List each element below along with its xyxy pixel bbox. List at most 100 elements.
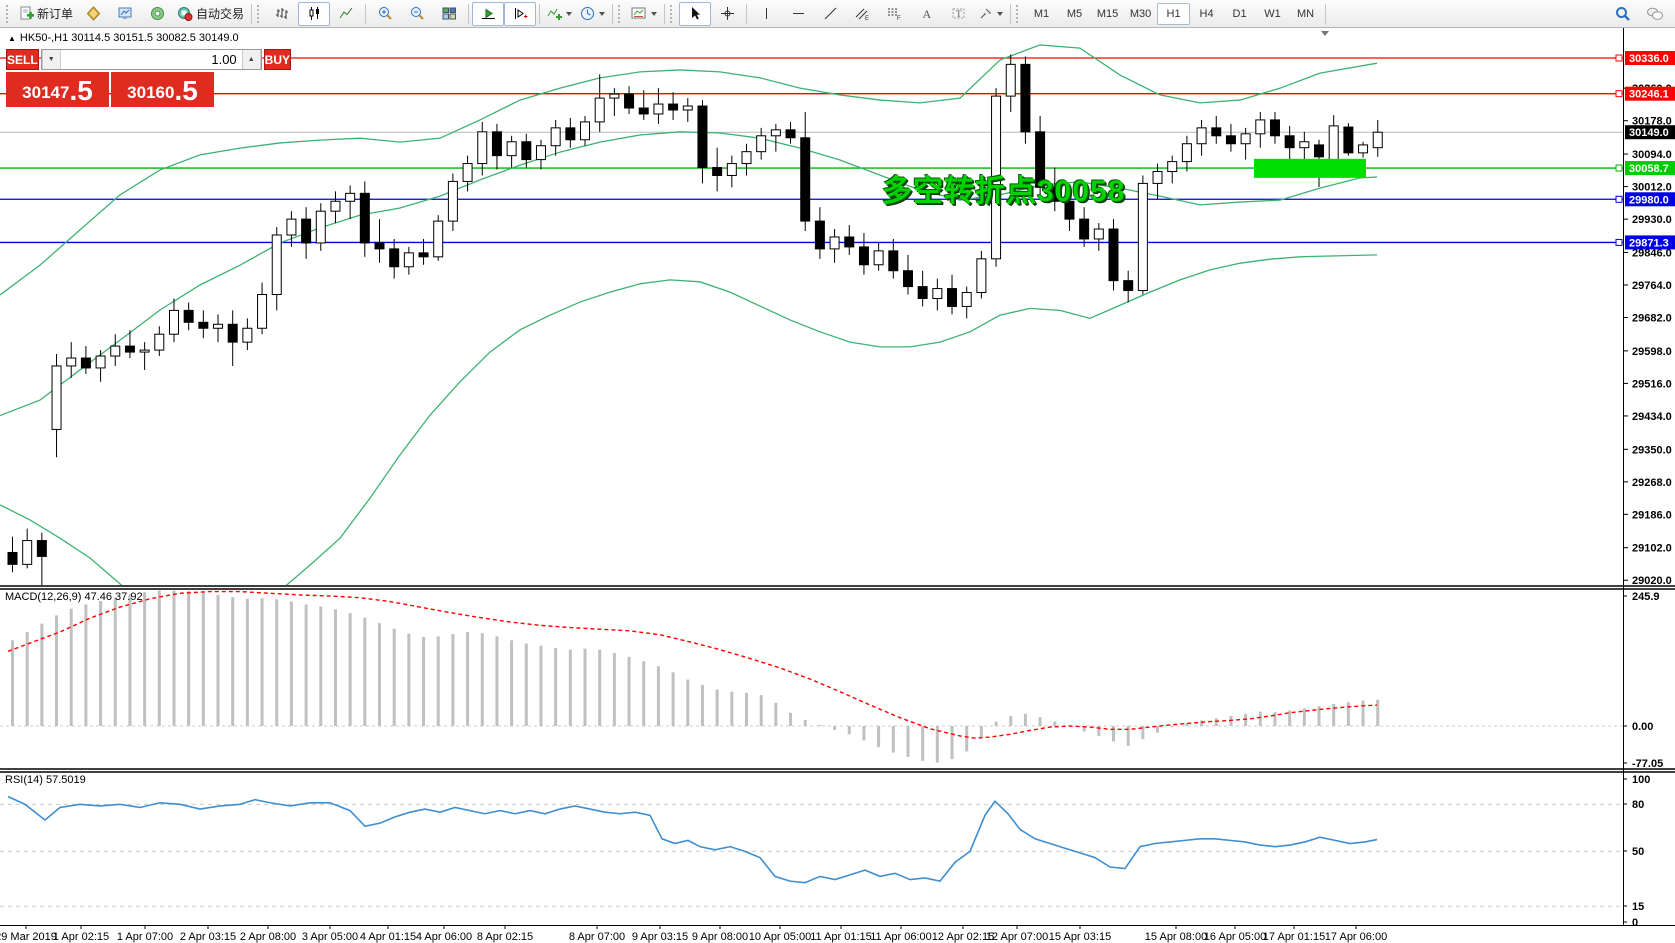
toolbar-separator	[664, 3, 666, 24]
candle-body	[95, 355, 106, 369]
price-tick-label: 29764.0	[1632, 280, 1672, 292]
market-watch-button[interactable]	[109, 2, 141, 26]
candle-body	[785, 129, 796, 139]
toolbar-grip[interactable]	[257, 4, 262, 23]
candle-body	[624, 93, 635, 109]
toolbar-grip[interactable]	[670, 4, 675, 23]
sell-button[interactable]: SELL	[6, 49, 39, 70]
auto-scroll-button[interactable]	[472, 1, 505, 26]
candle-body	[741, 151, 752, 165]
timeframe-m30-button[interactable]: M30	[1129, 7, 1152, 20]
volume-increase-button[interactable]: ▲	[241, 50, 261, 69]
chevron-down-icon	[566, 11, 573, 16]
candle-body	[1137, 182, 1148, 292]
fibonacci-tool-button[interactable]: F	[878, 2, 910, 26]
buy-price[interactable]: 30160.5	[111, 72, 214, 107]
symbol-title: HK50-,H1 30114.5 30151.5 30082.5 30149.0	[19, 32, 239, 44]
timeframe-m5-button[interactable]: M5	[1066, 7, 1083, 20]
price-label-box	[1625, 235, 1675, 250]
sell-price[interactable]: 30147.5	[6, 72, 109, 107]
price-label-text: 29871.3	[1629, 237, 1669, 249]
candles-series	[7, 54, 1383, 585]
candle-body	[565, 127, 576, 141]
candle-body	[976, 258, 987, 294]
equidistant-channel-tool-button[interactable]: E	[846, 2, 878, 26]
volume-decrease-button[interactable]: ▼	[41, 50, 61, 69]
tile-windows-button[interactable]	[433, 2, 465, 26]
timeframe-w1-button[interactable]: W1	[1264, 7, 1281, 20]
candlestick-chart-button[interactable]	[298, 1, 331, 26]
cursor-tool-button[interactable]	[679, 1, 712, 26]
candle-body	[726, 163, 737, 176]
sound-alert-button[interactable]	[141, 2, 173, 26]
metaeditor-button[interactable]	[77, 2, 109, 26]
candle-body	[1020, 63, 1031, 133]
chat-icon	[1646, 6, 1664, 22]
price-tick-label: 29350.0	[1632, 444, 1672, 456]
time-tick-label: 2 Apr 03:15	[180, 931, 236, 943]
crosshair-tool-button[interactable]	[711, 2, 743, 26]
add-indicator-button[interactable]	[543, 2, 576, 26]
crosshair-icon	[720, 6, 735, 21]
new-order-icon	[19, 6, 34, 21]
toolbar-separator	[468, 3, 470, 24]
timeframe-mn-button[interactable]: MN	[1296, 7, 1315, 20]
horizontal-line-tool-button[interactable]	[782, 2, 814, 26]
chart-shift-button[interactable]	[504, 1, 537, 26]
search-button[interactable]	[1607, 2, 1639, 26]
autotrading-button[interactable]: 自动交易	[173, 2, 248, 26]
timeframe-h4-button[interactable]: H4	[1199, 7, 1214, 20]
text-tool-button[interactable]: A	[910, 2, 942, 26]
zoom-in-button[interactable]	[369, 2, 401, 26]
horizontal-line-icon	[791, 6, 806, 21]
candle-body	[433, 220, 444, 258]
new-order-button[interactable]: 新订单	[15, 2, 77, 26]
price-label-text: 29980.0	[1629, 194, 1669, 206]
candle-body	[1343, 126, 1354, 154]
toolbar-grip[interactable]	[618, 4, 623, 23]
price-tick-label: 30178.0	[1632, 116, 1672, 128]
timeframe-m15-button[interactable]: M15	[1096, 7, 1119, 20]
price-label-box	[1625, 161, 1675, 176]
timeframe-m1-button[interactable]: M1	[1033, 7, 1050, 20]
templates-button[interactable]	[627, 2, 661, 26]
periods-button[interactable]	[576, 2, 609, 26]
arrows-tool-button[interactable]	[974, 2, 1007, 26]
toolbar-grip[interactable]	[6, 4, 11, 23]
bar-chart-button[interactable]	[266, 2, 298, 26]
zoom-out-button[interactable]	[401, 2, 433, 26]
candle-body	[257, 294, 268, 329]
price-tick-label: 30094.0	[1632, 149, 1672, 161]
chat-button[interactable]	[1639, 2, 1671, 26]
time-tick-label: 8 Apr 02:15	[477, 931, 533, 943]
candle-body	[1152, 171, 1163, 184]
collapse-marker-icon[interactable]: ▲	[8, 34, 16, 43]
highlight-zone	[1254, 158, 1366, 178]
vertical-line-tool-button[interactable]	[750, 2, 782, 26]
time-tick-label: 15 Apr 03:15	[1049, 931, 1111, 943]
auto-scroll-icon	[481, 6, 496, 21]
candle-body	[447, 180, 458, 222]
candle-body	[389, 248, 400, 268]
time-tick-label: 4 Apr 06:00	[416, 931, 472, 943]
candle-body	[154, 333, 165, 351]
buy-button[interactable]: BUY	[263, 49, 292, 70]
toolbar: 新订单 自动交易	[0, 0, 1675, 28]
volume-input[interactable]	[60, 50, 242, 69]
search-icon	[1615, 6, 1631, 22]
timeframe-h1-button[interactable]: H1	[1157, 2, 1191, 25]
text-label-tool-button[interactable]: T	[942, 2, 974, 26]
candle-body	[66, 357, 77, 367]
chart-annotation-text[interactable]: 多空转折点30058	[882, 175, 1126, 208]
line-chart-button[interactable]	[330, 2, 362, 26]
candle-body	[580, 121, 591, 141]
candle-body	[315, 210, 326, 244]
clock-icon	[580, 6, 595, 21]
timeframe-d1-button[interactable]: D1	[1232, 7, 1247, 20]
time-tick-label: 4 Apr 01:15	[360, 931, 416, 943]
chart-canvas[interactable]: 30260.030178.030094.030012.029930.029846…	[0, 28, 1675, 943]
toolbar-grip[interactable]	[1016, 4, 1021, 23]
bar-chart-icon	[275, 6, 290, 21]
text-icon: A	[919, 6, 934, 21]
trendline-tool-button[interactable]	[814, 2, 846, 26]
